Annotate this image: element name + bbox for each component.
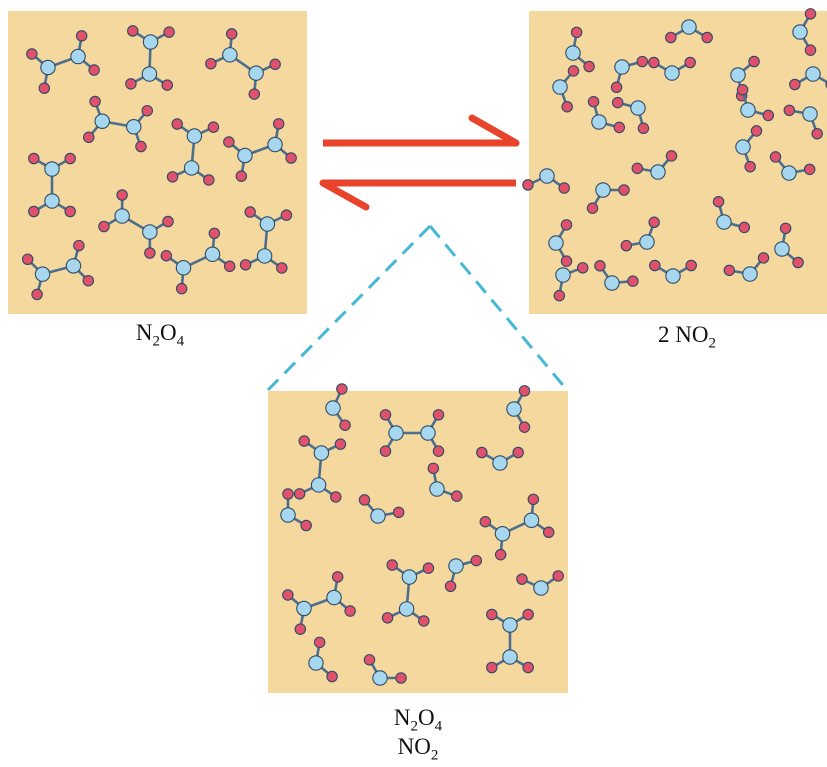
no2-molecule [769, 151, 816, 181]
n2o4-molecule [486, 608, 534, 674]
n2o4-molecule [379, 409, 445, 457]
half-arrow-right-icon [323, 114, 520, 147]
no2-molecule [308, 636, 338, 683]
no2-molecule [594, 260, 639, 291]
n2o4-molecule [125, 25, 175, 91]
n2o4-molecules [21, 25, 297, 301]
no2-molecule [649, 259, 697, 284]
label-mixture-n2o4: N2O4 [393, 705, 443, 735]
half-arrow-left-icon [319, 179, 516, 211]
no2-molecule [587, 95, 626, 134]
no2-molecule [363, 654, 407, 686]
no2-molecule [774, 222, 804, 269]
n2o4-molecule [26, 30, 100, 94]
label-n2o4: N2O4 [135, 320, 185, 350]
n2o4-molecule [381, 559, 435, 627]
no2-molecule [586, 182, 630, 214]
box-no2 [529, 11, 827, 314]
n2o4-molecule [223, 118, 297, 182]
no2-molecule [620, 216, 660, 252]
box-mixture [268, 391, 568, 693]
n2o4-molecule [28, 152, 76, 218]
no2-molecule [427, 462, 463, 502]
n2o4-molecule [239, 206, 293, 274]
no2-molecule [552, 65, 580, 113]
no2-molecule [792, 8, 817, 56]
label-mixture-no2: NO2 [397, 734, 439, 764]
no2-molecule [610, 55, 649, 94]
no2-molecule [565, 26, 595, 73]
no2-molecule [735, 125, 763, 173]
no2-molecule [516, 570, 564, 596]
no2-molecule [506, 385, 531, 433]
n2o4-molecule [82, 95, 154, 153]
no2-molecule [789, 66, 827, 91]
mixture-molecules [280, 383, 564, 686]
no2-molecule [476, 446, 524, 471]
n2o4-molecule [293, 435, 347, 503]
no2-molecule [723, 252, 770, 282]
no2-molecule [444, 554, 483, 593]
n2o4-molecule [160, 227, 236, 295]
no2-molecule [611, 96, 650, 135]
box-n2o4 [8, 11, 307, 314]
n2o4-molecule [479, 493, 555, 561]
no2-molecule [548, 219, 573, 267]
no2-molecule [553, 262, 589, 302]
no2-molecule [522, 168, 570, 194]
no2-molecule [325, 383, 351, 431]
no2-molecule [712, 195, 751, 234]
n2o4-molecule [98, 189, 174, 259]
label-2-no2: 2 NO2 [658, 322, 716, 352]
no2-molecules [522, 8, 827, 302]
no2-molecule [783, 104, 823, 140]
zoom-line-right [428, 225, 569, 391]
n2o4-molecule [21, 239, 95, 301]
no2-molecule [631, 150, 678, 180]
n2o4-molecule [205, 28, 281, 100]
zoom-line-left [266, 224, 432, 392]
no2-molecule [358, 494, 405, 524]
n2o4-molecule [166, 118, 220, 186]
no2-molecule [736, 83, 775, 122]
no2-molecule [280, 488, 312, 532]
no2-molecule [665, 19, 713, 44]
no2-molecule [648, 56, 696, 81]
n2o4-molecule [282, 571, 356, 635]
